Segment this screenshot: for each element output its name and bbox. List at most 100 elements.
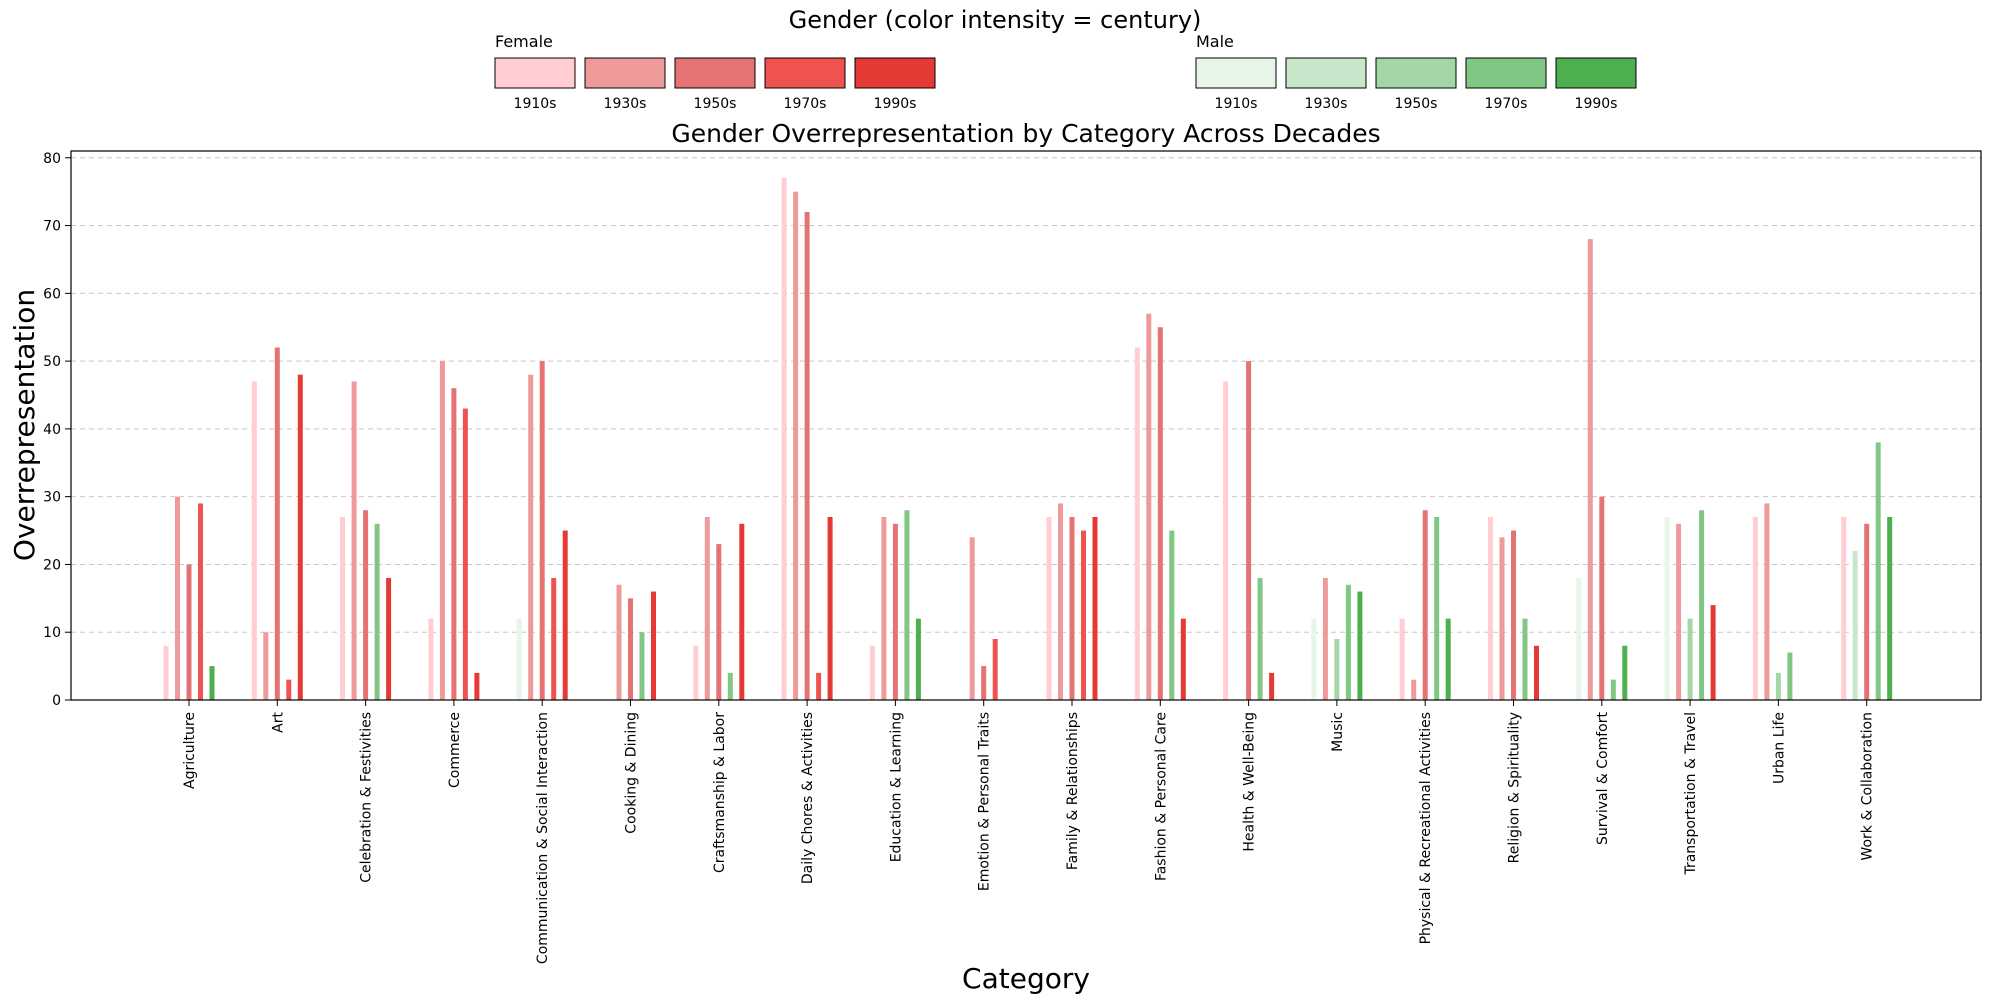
x-tick-label: Commerce <box>447 712 463 788</box>
x-axis-label: Category <box>962 962 1090 995</box>
bar-female-1970s <box>462 408 468 700</box>
bar-female-1990s <box>562 530 568 700</box>
bar-female-1910s <box>1399 618 1405 700</box>
bar-female-1950s <box>363 510 369 700</box>
bar-female-1910s <box>1046 517 1052 700</box>
bar-male-1970s <box>1257 578 1263 700</box>
bar-female-1950s <box>804 212 810 700</box>
bar-female-1930s <box>1058 503 1063 700</box>
bar-male-1970s <box>1610 679 1616 700</box>
bar-female-1910s <box>163 645 169 700</box>
bar-female-1970s <box>1081 530 1086 700</box>
plot-frame <box>70 150 1982 701</box>
bar-male-1970s <box>1345 584 1351 700</box>
bar-female-1990s <box>1534 645 1539 700</box>
bar-female-1970s <box>286 679 292 700</box>
legend-swatch-male-1990s <box>1555 57 1637 89</box>
bar-female-1930s <box>881 517 887 700</box>
y-axis: 0 10 20 30 40 50 60 70 80 <box>43 151 71 709</box>
x-tick-label: Craftsmanship & Labor <box>712 712 728 873</box>
x-tick-label: Cooking & Dining <box>624 712 640 834</box>
x-axis: Agriculture Art Celebration & Festivities C… <box>182 700 1876 964</box>
x-tick-label: Daily Chores & Activities <box>800 712 816 884</box>
bar-female-1950s <box>981 666 987 700</box>
x-tick-label: Celebration & Festivities <box>359 712 375 883</box>
bar-male-1910s <box>516 618 522 700</box>
bar-female-1930s <box>439 361 445 700</box>
bar-female-1930s <box>528 374 534 700</box>
x-tick-label: Art <box>270 711 286 732</box>
y-tick-label: 70 <box>43 219 61 235</box>
bar-female-1910s <box>251 381 257 700</box>
bar-male-1970s <box>904 510 910 700</box>
x-tick-label: Agriculture <box>182 712 198 789</box>
bar-male-1910s <box>1664 517 1670 700</box>
bar-female-1930s <box>351 381 357 700</box>
bar-male-1970s <box>1875 442 1881 700</box>
bar-female-1990s <box>1269 672 1275 700</box>
bar-male-1950s <box>1775 672 1781 700</box>
bar-male-1930s <box>1852 550 1858 700</box>
legend-swatch-female-1910s <box>494 57 576 89</box>
bar-female-1930s <box>1411 679 1417 700</box>
bar-female-1950s <box>539 361 545 700</box>
bar-female-1990s <box>651 591 656 700</box>
y-tick-label: 80 <box>43 151 61 167</box>
bar-female-1990s <box>297 374 303 700</box>
legend-swatch-male-1950s <box>1375 57 1457 89</box>
legend-label-male-1970s: 1970s <box>1485 96 1528 112</box>
x-tick-label: Family & Relationships <box>1065 712 1081 870</box>
bar-female-1930s <box>1587 239 1593 700</box>
x-tick-label: Transportation & Travel <box>1683 712 1699 876</box>
legend-swatch-female-1950s <box>674 57 756 89</box>
bar-female-1950s <box>1422 510 1428 700</box>
bar-female-1910s <box>428 618 434 700</box>
bar-male-1990s <box>1622 645 1628 700</box>
legend-label-male-1950s: 1950s <box>1395 96 1438 112</box>
legend-group-male-label: Male <box>1196 32 1234 51</box>
bar-female-1990s <box>1710 605 1716 700</box>
bar-male-1970s <box>1699 510 1705 700</box>
bar-male-1970s <box>1522 618 1528 700</box>
bar-female-1970s <box>551 578 557 700</box>
bar-female-1950s <box>716 544 722 700</box>
bar-female-1970s <box>816 672 822 700</box>
y-tick-label: 50 <box>43 354 61 370</box>
bar-male-1970s <box>639 632 645 700</box>
bar-female-1930s <box>1146 313 1152 700</box>
bar-female-1910s <box>1841 517 1847 700</box>
bar-female-1990s <box>1180 618 1186 700</box>
bar-female-1950s <box>1864 523 1870 700</box>
bar-female-1930s <box>704 517 710 700</box>
bar-female-1930s <box>969 537 975 700</box>
legend-label-female-1930s: 1930s <box>604 96 647 112</box>
bar-male-1970s <box>727 672 733 700</box>
x-tick-label: Music <box>1330 712 1346 752</box>
bar-male-1990s <box>1445 618 1451 700</box>
bar-male-1990s <box>209 666 215 700</box>
bar-female-1930s <box>793 191 799 700</box>
bar-female-1910s <box>1223 381 1229 700</box>
bar-female-1910s <box>1134 347 1140 700</box>
x-tick-label: Health & Well-Being <box>1242 712 1258 852</box>
x-tick-label: Urban Life <box>1771 712 1787 784</box>
bar-female-1930s <box>616 584 622 700</box>
bar-female-1950s <box>892 523 898 700</box>
bar-female-1910s <box>340 517 346 700</box>
legend-label-male-1990s: 1990s <box>1575 96 1618 112</box>
bar-male-1990s <box>1887 517 1893 700</box>
y-tick-label: 40 <box>43 422 61 438</box>
bar-male-1970s <box>1787 652 1793 700</box>
y-tick-label: 60 <box>43 286 61 302</box>
x-tick-label: Survival & Comfort <box>1595 711 1611 844</box>
bar-female-1990s <box>739 523 745 700</box>
bar-male-1990s <box>1357 591 1363 700</box>
x-tick-label: Religion & Spirituality <box>1507 712 1523 863</box>
bar-female-1950s <box>274 347 280 700</box>
legend-swatches: 1910s 1930s 1950s 1970s 1990s 1910s 1930s 1950s… <box>494 57 1637 112</box>
x-tick-label: Education & Learning <box>888 712 904 862</box>
x-tick-label: Physical & Recreational Activities <box>1418 712 1434 944</box>
legend-swatch-male-1970s <box>1465 57 1547 89</box>
